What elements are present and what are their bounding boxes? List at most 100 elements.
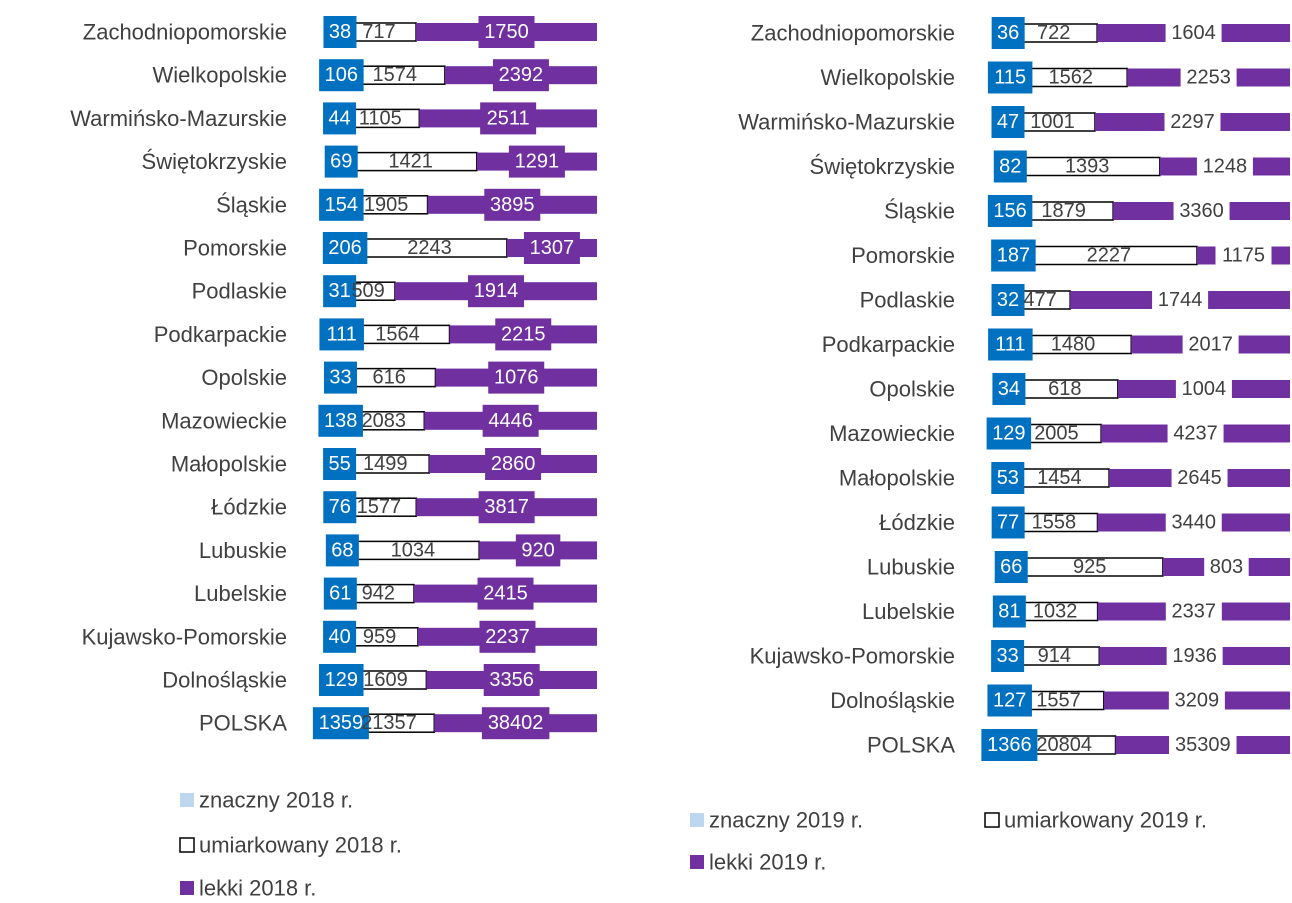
label-box [508, 145, 565, 178]
category-label: Mazowieckie [161, 408, 287, 433]
data-label: 2337 [1172, 601, 1217, 623]
data-label: 32 [997, 289, 1019, 311]
data-label: 2237 [485, 626, 530, 648]
legend-label: lekki 2019 r. [709, 850, 826, 875]
data-label: 21357 [361, 712, 417, 734]
data-label: 959 [363, 626, 396, 648]
category-label: Małopolskie [171, 452, 287, 477]
data-label: 31 [329, 280, 351, 302]
data-label: 1366 [987, 734, 1032, 756]
data-label: 1359 [319, 712, 364, 734]
category-label: Łódzkie [879, 510, 955, 535]
label-box [1169, 729, 1237, 761]
data-label: 40 [328, 626, 350, 648]
data-label: 2297 [1170, 111, 1215, 133]
category-label: Lubuskie [867, 555, 955, 580]
label-box [1166, 640, 1223, 672]
label-box [323, 577, 357, 610]
category-label: Pomorskie [851, 243, 955, 268]
data-label: 1750 [484, 21, 529, 43]
data-label: 3817 [484, 496, 529, 518]
data-label: 156 [993, 200, 1026, 222]
data-label: 81 [998, 601, 1020, 623]
category-label: Śląskie [884, 199, 955, 224]
label-box [993, 150, 1027, 183]
data-label: 1032 [1033, 601, 1078, 623]
legend-label: znaczny 2018 r. [199, 788, 353, 813]
label-box [1204, 551, 1249, 583]
data-label: 1879 [1041, 200, 1086, 222]
label-box [1173, 195, 1230, 227]
data-label: 2415 [483, 583, 528, 605]
data-label: 1421 [388, 151, 433, 173]
data-label: 69 [330, 151, 352, 173]
label-box [488, 361, 545, 394]
data-label: 68 [331, 539, 353, 561]
label-box [483, 664, 540, 696]
category-label: Dolnośląskie [830, 688, 955, 713]
data-label: 38 [329, 21, 351, 43]
category-label: POLSKA [199, 711, 287, 736]
data-label: 1574 [373, 64, 418, 86]
data-label: 36 [997, 22, 1019, 44]
data-label: 920 [521, 539, 554, 561]
data-label: 35309 [1175, 734, 1231, 756]
label-box [515, 534, 561, 567]
label-box [1165, 595, 1222, 628]
label-box [1168, 684, 1225, 717]
label-box [991, 506, 1025, 539]
data-label: 61 [329, 583, 351, 605]
label-box [319, 59, 364, 92]
label-box [991, 17, 1025, 49]
category-label: Podlaskie [192, 279, 287, 304]
data-label: 1454 [1037, 467, 1082, 489]
data-label: 2253 [1186, 67, 1231, 89]
data-label: 1076 [494, 367, 539, 389]
data-label: 1564 [375, 323, 420, 345]
data-label: 76 [329, 496, 351, 518]
data-label: 1936 [1172, 645, 1217, 667]
label-box [987, 61, 1033, 94]
label-box [991, 640, 1025, 672]
data-label: 942 [362, 583, 395, 605]
data-label: 66 [1000, 556, 1022, 578]
data-label: 2227 [1087, 245, 1132, 267]
label-box [988, 328, 1033, 361]
category-label: Lubelskie [194, 581, 287, 606]
label-box [319, 664, 364, 696]
data-label: 33 [329, 367, 351, 389]
data-label: 1609 [363, 669, 408, 691]
label-box [325, 534, 359, 567]
data-label: 34 [998, 378, 1020, 400]
label-box [323, 620, 357, 653]
legend-swatch [179, 837, 195, 853]
label-box [495, 318, 552, 351]
data-label: 1307 [530, 237, 575, 259]
label-box [1215, 239, 1272, 272]
data-label: 2645 [1177, 467, 1222, 489]
data-label: 925 [1073, 556, 1106, 578]
data-label: 206 [328, 237, 361, 259]
data-label: 722 [1037, 22, 1070, 44]
data-label: 1558 [1032, 512, 1077, 534]
data-label: 717 [362, 21, 395, 43]
label-box [318, 404, 363, 437]
data-label: 1004 [1182, 378, 1227, 400]
label-box [1175, 373, 1232, 405]
data-label: 115 [994, 67, 1026, 89]
data-label: 618 [1048, 378, 1081, 400]
data-label: 4237 [1173, 423, 1218, 445]
data-label: 55 [328, 453, 350, 475]
label-box [481, 707, 550, 740]
data-label: 38402 [488, 712, 544, 734]
label-box [477, 577, 534, 610]
label-box [323, 102, 357, 135]
label-box [1165, 506, 1222, 539]
legend-label: umiarkowany 2019 r. [1004, 808, 1207, 833]
label-box [478, 16, 535, 48]
data-label: 53 [997, 467, 1019, 489]
label-box [323, 491, 357, 524]
legend-label: lekki 2018 r. [199, 876, 316, 901]
label-box [480, 102, 537, 135]
label-box [991, 239, 1036, 272]
